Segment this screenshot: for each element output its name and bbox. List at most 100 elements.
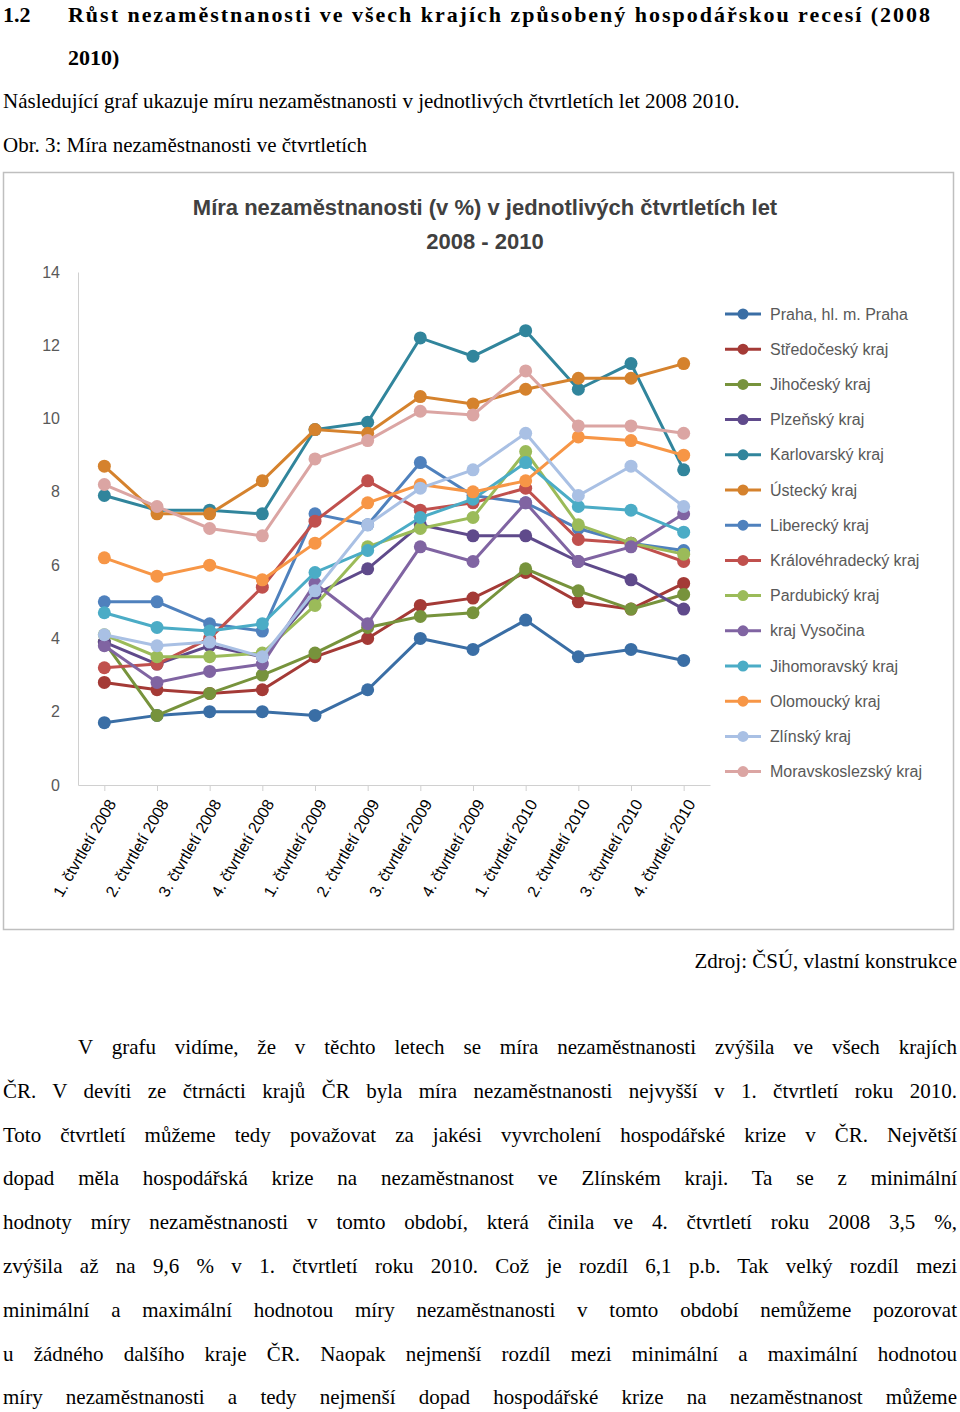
series-point (98, 478, 111, 491)
legend-label: Jihomoravský kraj (770, 658, 898, 675)
legend-item: Ústecký kraj (725, 481, 857, 499)
series-line (104, 452, 683, 657)
series-point (572, 372, 585, 385)
legend-label: Pardubický kraj (770, 587, 879, 604)
series-point (677, 449, 690, 462)
chart-title: 2008 - 2010 (426, 229, 543, 254)
x-tick-mark (157, 785, 158, 791)
legend-item: Praha, hl. m. Praha (725, 306, 908, 323)
series-point (572, 584, 585, 597)
series-point (151, 676, 164, 689)
y-tick-label: 0 (51, 777, 60, 794)
plot-area (98, 324, 690, 729)
series-point (677, 500, 690, 513)
paragraph-line: hodnoty míry nezaměstnanosti v tomto obd… (3, 1201, 957, 1245)
legend-label: Olomoucký kraj (770, 693, 880, 710)
legend-marker (738, 555, 749, 566)
y-tick: 10 (42, 410, 78, 427)
series-point (361, 562, 374, 575)
series-point (467, 592, 480, 605)
x-tick-label: 4. čtvrtletí 2010 (629, 796, 698, 899)
series-point (519, 456, 532, 469)
series-point (467, 408, 480, 421)
series-point (256, 705, 269, 718)
legend-label: Liberecký kraj (770, 517, 869, 534)
series-point (677, 588, 690, 601)
y-axis: 02468101214 (42, 264, 78, 794)
series-point (309, 515, 322, 528)
legend-label: Zlínský kraj (770, 728, 851, 745)
legend-marker (738, 766, 749, 777)
legend-marker (738, 520, 749, 531)
intro: Následující graf ukazuje míru nezaměstna… (3, 89, 740, 113)
series-point (572, 650, 585, 663)
series-point (203, 687, 216, 700)
series-point (256, 573, 269, 586)
legend-item: Moravskoslezský kraj (725, 763, 922, 780)
legend-label: Moravskoslezský kraj (770, 763, 922, 780)
paragraph-line: Toto čtvrtletí můžeme tedy považovat za … (3, 1114, 957, 1158)
series-point (625, 603, 638, 616)
x-tick-mark (578, 785, 579, 791)
paragraph-line: zvýšila až na 9,6 % v 1. čtvrtletí roku … (3, 1245, 957, 1289)
series-point (309, 423, 322, 436)
series-point (98, 628, 111, 641)
series-point (256, 617, 269, 630)
series-point (414, 540, 427, 553)
series-point (467, 529, 480, 542)
series-point (677, 427, 690, 440)
legend-item: Plzeňský kraj (725, 411, 864, 428)
legend-label: Středočeský kraj (770, 341, 888, 358)
chart-title: Míra nezaměstnanosti (v %) v jednotlivýc… (193, 195, 778, 220)
x-axis: 1. čtvrtletí 20082. čtvrtletí 20083. čtv… (50, 785, 711, 900)
legend-label: Ústecký kraj (770, 481, 857, 499)
y-tick-label: 2 (51, 703, 60, 720)
series-point (519, 364, 532, 377)
series-point (467, 555, 480, 568)
series-point (98, 628, 111, 641)
y-tick-label: 4 (51, 630, 60, 647)
series-line (104, 433, 683, 657)
legend-marker (738, 590, 749, 601)
series-point (414, 390, 427, 403)
y-tick: 0 (51, 777, 78, 794)
legend-label: Jihočeský kraj (770, 376, 870, 393)
series-point (98, 460, 111, 473)
series-point (572, 555, 585, 568)
y-tick-label: 14 (42, 264, 60, 281)
heading-line: Růst nezaměstnanosti ve všech krajích zp… (68, 2, 930, 27)
series-point (467, 643, 480, 656)
y-axis-line (78, 273, 79, 786)
series-point (625, 372, 638, 385)
series-point (151, 500, 164, 513)
series-point (414, 610, 427, 623)
x-tick-mark (526, 785, 527, 791)
x-axis-line (79, 785, 711, 786)
x-tick-mark (262, 785, 263, 791)
x-tick-mark (420, 785, 421, 791)
series-point (414, 511, 427, 524)
series-point (361, 496, 374, 509)
y-tick-label: 10 (42, 410, 60, 427)
series-point (519, 529, 532, 542)
series-point (625, 643, 638, 656)
series-point (625, 504, 638, 517)
paragraph-line: V grafu vidíme, že v těchto letech se mí… (3, 1026, 957, 1070)
series-point (203, 650, 216, 663)
series-point (203, 559, 216, 572)
series-point (98, 551, 111, 564)
series-point (309, 566, 322, 579)
chart-frame (4, 173, 954, 930)
page: 1.2Růst nezaměstnanosti ve všech krajích… (0, 0, 960, 1412)
series-point (519, 383, 532, 396)
x-tick-mark (684, 785, 685, 791)
legend: Praha, hl. m. Praha Středočeský kraj Jihoč… (725, 306, 922, 781)
series-point (625, 434, 638, 447)
series-point (151, 595, 164, 608)
series-point (625, 603, 638, 616)
series-point (519, 496, 532, 509)
y-tick: 4 (51, 630, 78, 647)
legend-item: Karlovarský kraj (725, 446, 884, 463)
y-tick-label: 12 (42, 337, 60, 354)
series-point (309, 537, 322, 550)
